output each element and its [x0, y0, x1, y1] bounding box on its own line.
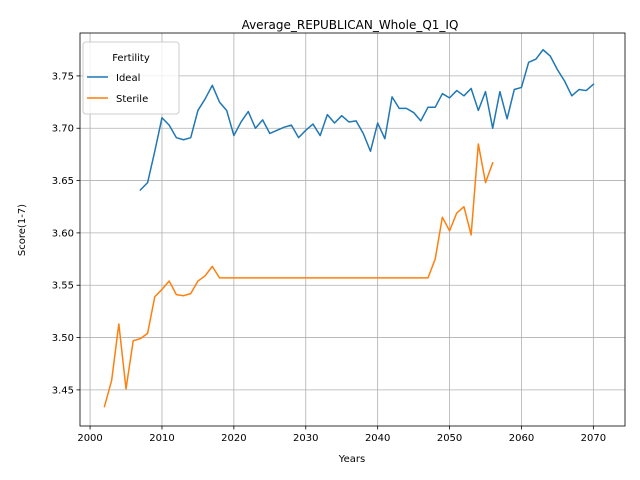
y-tick-label: 3.45 [52, 385, 74, 396]
x-tick-label: 2010 [149, 433, 174, 444]
x-tick-label: 2000 [77, 433, 102, 444]
series-line-sterile [103, 143, 494, 408]
x-tick-label: 2060 [509, 433, 534, 444]
y-tick-label: 3.60 [52, 228, 74, 239]
legend-box [82, 41, 180, 115]
plot-area-frame [79, 32, 626, 427]
y-axis-label: Score(1-7) [17, 204, 28, 256]
legend-label-ideal: Ideal [116, 73, 140, 84]
y-tick-label: 3.65 [52, 176, 74, 187]
legend: Fertility Ideal Sterile [82, 41, 180, 115]
x-axis-label: Years [338, 454, 365, 465]
chart-title: Average_REPUBLICAN_Whole_Q1_IQ [242, 18, 459, 32]
x-tick-label: 2050 [437, 433, 462, 444]
y-tick-label: 3.50 [52, 333, 74, 344]
x-tick-label: 2040 [365, 433, 390, 444]
x-axis-ticks: 2000 2010 2020 2030 2040 2050 2060 2070 [77, 426, 606, 444]
grid [80, 33, 625, 426]
y-tick-label: 3.55 [52, 281, 74, 292]
y-tick-label: 3.75 [52, 71, 74, 82]
y-tick-label: 3.70 [52, 124, 74, 135]
y-axis-ticks: 3.45 3.50 3.55 3.60 3.65 3.70 3.75 [52, 71, 80, 396]
series-line-ideal [139, 49, 595, 192]
x-tick-label: 2070 [581, 433, 606, 444]
x-tick-label: 2030 [293, 433, 318, 444]
legend-label-sterile: Sterile [116, 94, 148, 105]
series-lines [103, 49, 595, 408]
legend-title: Fertility [112, 53, 150, 64]
x-tick-label: 2020 [221, 433, 246, 444]
